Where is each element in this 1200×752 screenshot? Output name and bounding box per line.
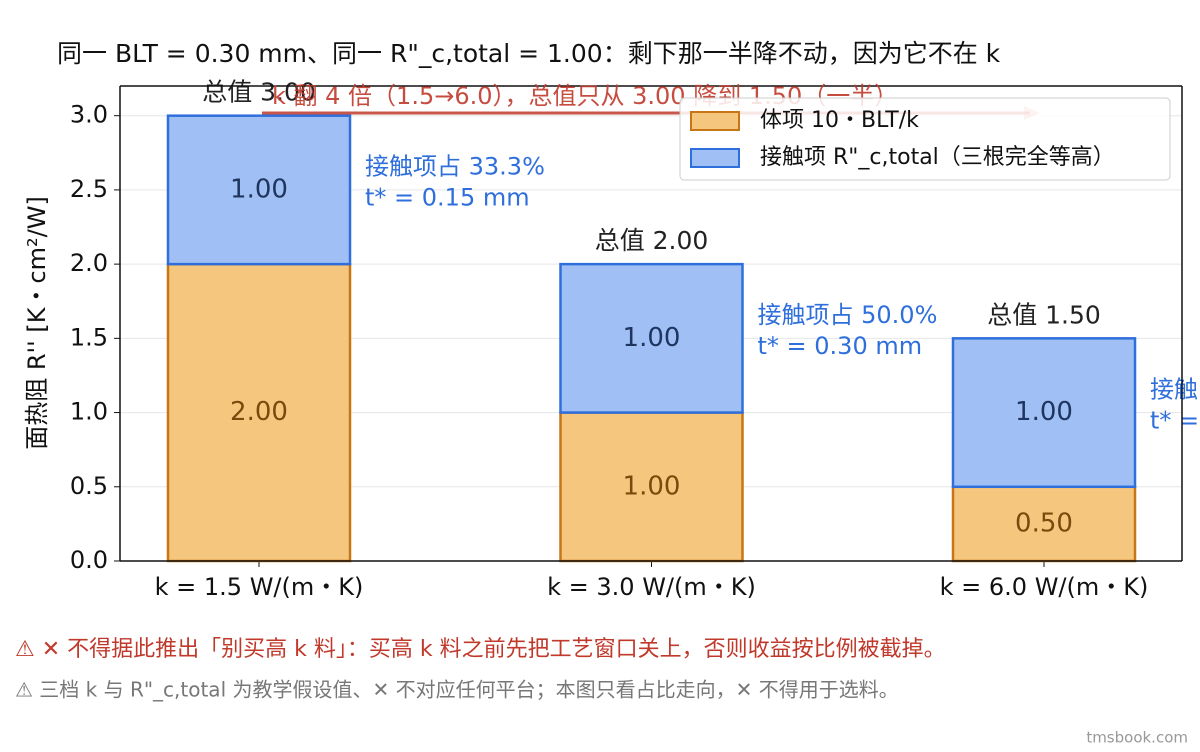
value-label: 1.00 (230, 174, 288, 204)
y-tick-label: 2.0 (70, 249, 108, 277)
y-tick-label: 1.5 (70, 323, 108, 351)
total-label: 总值 2.00 (595, 226, 709, 255)
x-tick-label: k = 3.0 W/(m・K) (547, 573, 756, 601)
contact-note: 接触项占 33.3% (365, 153, 545, 181)
contact-note: 接触项占 50.0% (758, 301, 938, 329)
value-label: 1.00 (623, 323, 681, 353)
y-axis-label: 面热阻 R'' [K・cm²/W] (23, 196, 51, 450)
bar-segment (951, 337, 1137, 489)
contact-note: t* = (1150, 406, 1199, 434)
legend-swatch (690, 148, 740, 168)
legend-box (679, 97, 1171, 181)
y-tick-label: 3.0 (70, 101, 108, 129)
contact-note: 接触 (1150, 375, 1198, 403)
contact-note: t* = 0.30 mm (758, 332, 923, 360)
value-label: 0.50 (1015, 508, 1073, 538)
legend: 体项 10・BLT/k 接触项 R"_c,total（三根完全等高） (679, 97, 1171, 181)
x-tick-label: k = 1.5 W/(m・K) (155, 573, 364, 601)
legend-label: 接触项 R"_c,total（三根完全等高） (760, 145, 1115, 170)
y-tick-label: 0.0 (70, 546, 108, 574)
bar-segment (559, 411, 744, 563)
y-tick-label: 2.5 (70, 175, 108, 203)
bar-segment (166, 114, 352, 266)
watermark: tmsbook.com (1086, 729, 1188, 747)
total-label: 总值 1.50 (987, 300, 1101, 329)
x-tick-label: k = 6.0 W/(m・K) (940, 573, 1149, 601)
y-tick-label: 1.0 (70, 398, 108, 426)
note: ⚠ ✕ 不得据此推出「别买高 k 料」：买高 k 料之前先把工艺窗口关上，否则收… (15, 637, 946, 662)
y-tick-label: 0.5 (70, 472, 108, 500)
total-label: 总值 3.00 (202, 78, 316, 107)
value-label: 1.00 (1015, 397, 1073, 427)
bar-segment (559, 262, 744, 414)
value-label: 1.00 (623, 471, 681, 501)
note: ⚠ 三档 k 与 R"_c,total 为教学假设值、✕ 不对应任何平台；本图只… (15, 678, 899, 702)
contact-note: t* = 0.15 mm (365, 184, 530, 212)
chart-title: 同一 BLT = 0.30 mm、同一 R"_c,total = 1.00：剩下… (57, 39, 1001, 68)
legend-swatch (690, 111, 740, 131)
legend-label: 体项 10・BLT/k (760, 108, 919, 133)
value-label: 2.00 (230, 397, 288, 427)
